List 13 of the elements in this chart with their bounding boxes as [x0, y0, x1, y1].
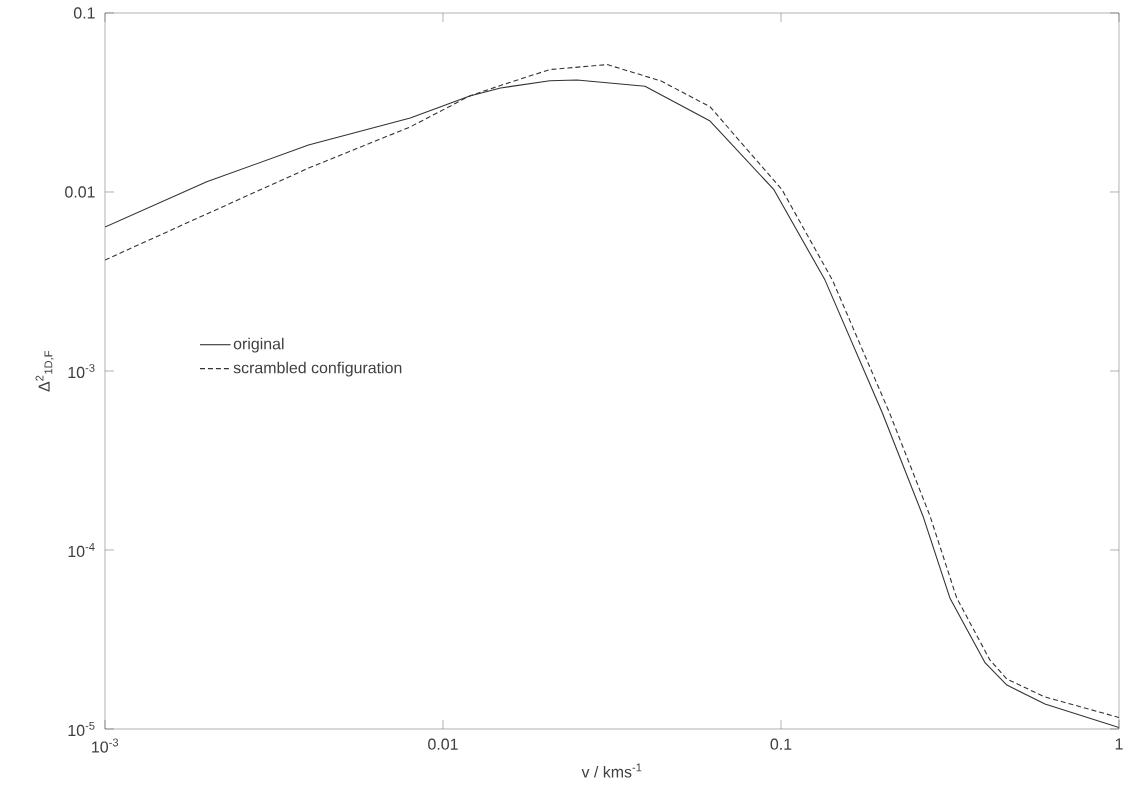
x-tick-label: 0.1: [770, 738, 792, 750]
x-tick-label: 10$^{-3}$: [92, 738, 119, 753]
legend-label: original: [233, 337, 284, 353]
x-axis-title: v / kms$^{-1}$: [581, 763, 642, 778]
x-tick-label: 1: [1115, 738, 1123, 750]
y-tick-label: 10$^{-4}$: [68, 542, 95, 558]
y-tick-label: 0.1: [73, 7, 95, 19]
y-tick-label: 10$^{-3}$: [68, 363, 95, 379]
x-tick-label: 0.01: [428, 738, 458, 750]
y-axis-title: Δ$^{2}$1D,F: [35, 350, 54, 392]
y-tick-label: 0.01: [65, 186, 95, 198]
legend-label: scrambled configuration: [233, 361, 402, 377]
y-tick-label: 10$^{-5}$: [68, 721, 95, 737]
